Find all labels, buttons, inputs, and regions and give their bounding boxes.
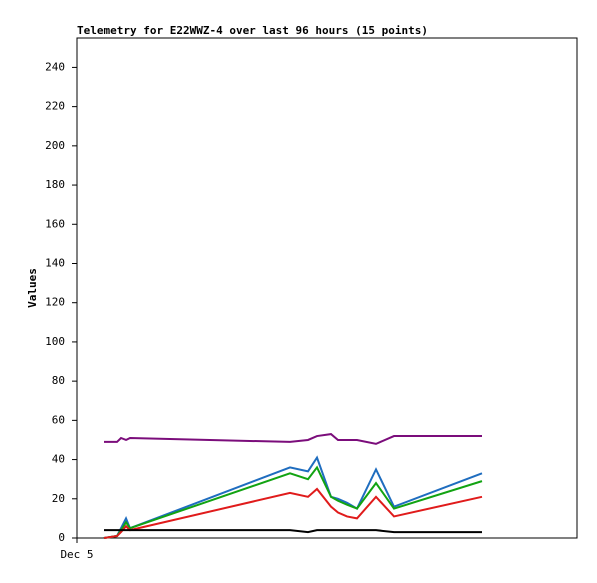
y-axis-label: Values (26, 268, 39, 308)
y-tick-label: 60 (52, 413, 65, 426)
y-tick-label: 200 (45, 139, 65, 152)
y-tick-label: 220 (45, 100, 65, 113)
y-tick-label: 40 (52, 453, 65, 466)
series-line (104, 529, 482, 534)
y-tick-label: 100 (45, 335, 65, 348)
chart-title: Telemetry for E22WWZ-4 over last 96 hour… (77, 24, 428, 37)
y-tick-label: 80 (52, 374, 65, 387)
y-tick-label: 240 (45, 60, 65, 73)
y-tick-label: 20 (52, 492, 65, 505)
y-tick-label: 160 (45, 217, 65, 230)
y-tick-label: 180 (45, 178, 65, 191)
x-tick-label: Dec 5 (60, 548, 93, 561)
y-tick-label: 0 (58, 531, 65, 544)
y-tick-label: 140 (45, 256, 65, 269)
y-tick-label: 120 (45, 296, 65, 309)
plot-frame (76, 37, 578, 539)
series-line (104, 433, 482, 445)
series-line (103, 455, 483, 539)
series-line (103, 465, 483, 539)
